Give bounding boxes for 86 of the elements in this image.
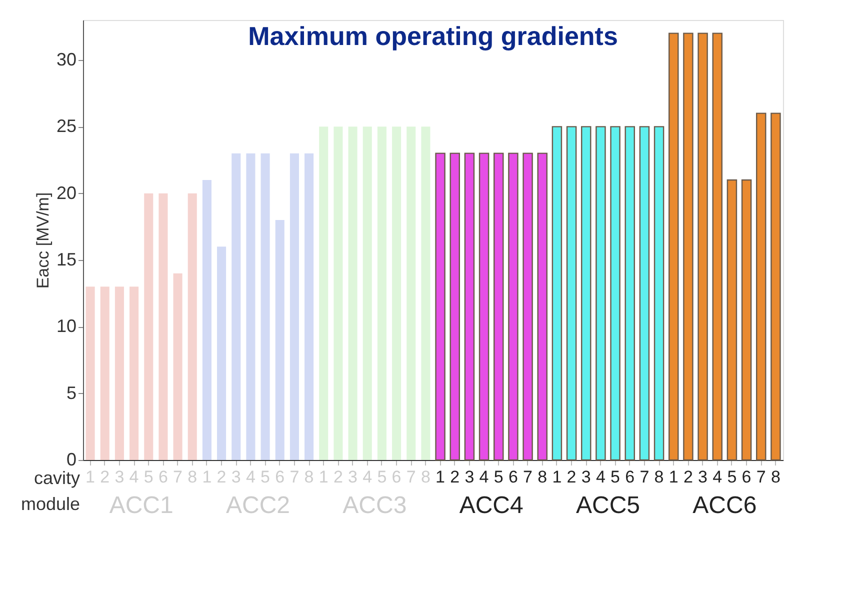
bar	[741, 179, 752, 461]
bar	[232, 153, 241, 460]
x-tick-label: 6	[625, 468, 635, 486]
text: module	[20, 494, 80, 514]
bar	[522, 152, 533, 461]
bar	[494, 152, 504, 461]
bar	[610, 126, 620, 461]
bar	[566, 126, 577, 461]
bar	[508, 152, 518, 461]
x-tick-label: 4	[596, 468, 606, 486]
bar	[202, 180, 212, 460]
x-tick-label: 8	[538, 468, 548, 486]
bar	[260, 153, 270, 460]
bar	[478, 152, 490, 461]
y-axis-title: Eacc [MV/m]	[33, 192, 52, 289]
bar	[392, 126, 402, 460]
x-tick-label: 4	[479, 468, 489, 486]
bar	[290, 153, 299, 460]
x-tick-label: 1	[552, 468, 562, 486]
y-tick-label: 5	[66, 382, 76, 403]
bar	[275, 220, 284, 460]
bar	[450, 152, 460, 461]
x-tick-label: 1	[436, 468, 446, 486]
y-tick-label: 10	[56, 316, 76, 336]
bar	[698, 32, 708, 461]
bar	[435, 152, 446, 461]
bar	[334, 126, 343, 460]
x-tick-label: 7	[523, 468, 533, 486]
bar	[683, 32, 694, 461]
bar	[712, 32, 722, 461]
bar	[217, 246, 226, 460]
x-tick-label: 1	[668, 468, 678, 486]
bar	[639, 126, 650, 461]
bar	[668, 32, 679, 461]
text: cavity	[34, 468, 80, 488]
bar	[100, 286, 110, 460]
x-tick-label: 2	[450, 468, 460, 486]
bar	[537, 152, 548, 461]
y-tick-label: 0	[66, 450, 76, 470]
y-tick-label: 30	[56, 50, 76, 70]
bar	[654, 126, 664, 461]
x-tick-label: 8	[770, 468, 780, 486]
bar	[406, 126, 416, 460]
bar	[173, 273, 182, 460]
x-tick-label: 4	[712, 468, 722, 486]
bar	[304, 153, 314, 460]
bar	[114, 286, 124, 460]
x-tick-label: 7	[640, 468, 650, 486]
bar	[596, 126, 606, 461]
bar	[158, 193, 168, 460]
bar	[86, 286, 95, 460]
bar	[319, 126, 328, 460]
bar	[246, 153, 256, 460]
series-label: ACC5	[576, 492, 640, 519]
bar	[581, 126, 592, 461]
y-tick-label: 20	[56, 182, 76, 203]
bar	[756, 112, 766, 461]
x-tick-label: 3	[464, 468, 474, 486]
bar	[377, 126, 386, 460]
bar	[188, 193, 197, 460]
x-tick-label: 6	[508, 468, 518, 486]
bar	[144, 193, 154, 460]
x-tick-label: 2	[566, 468, 576, 486]
bar	[770, 112, 781, 461]
x-tick-label: 6	[742, 468, 752, 486]
bar	[624, 126, 635, 461]
series-label: ACC6	[692, 492, 757, 519]
x-tick-label: 5	[610, 468, 620, 486]
bar	[348, 126, 358, 460]
bar	[552, 126, 562, 461]
x-tick-label: 2	[683, 468, 693, 486]
x-tick-label: 5	[727, 468, 737, 486]
x-tick-label: 5	[494, 468, 504, 486]
chart-title: Maximum operating gradients	[248, 21, 618, 51]
bar	[130, 286, 139, 460]
bar	[726, 179, 738, 461]
x-tick-label: 7	[756, 468, 766, 486]
x-tick-label: 3	[581, 468, 591, 486]
y-tick-label: 25	[56, 116, 76, 136]
series-label: ACC4	[459, 492, 524, 519]
bar	[362, 126, 372, 460]
bar	[464, 152, 475, 461]
bar	[421, 126, 430, 460]
y-tick-label: 15	[56, 250, 76, 270]
x-tick-label: 8	[654, 468, 664, 486]
x-tick-label: 3	[698, 468, 708, 486]
